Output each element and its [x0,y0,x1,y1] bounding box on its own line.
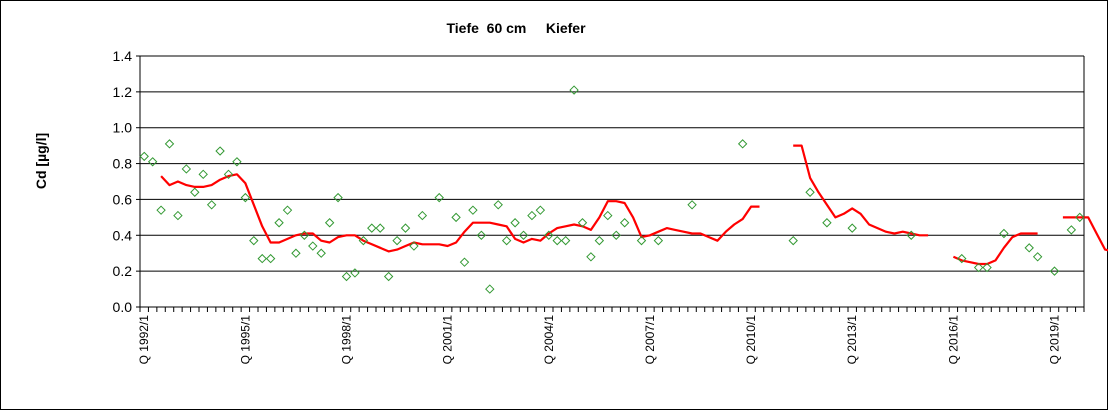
y-tick-label: 1.2 [113,84,133,100]
data-point-marker [586,252,596,262]
data-point-marker [358,235,369,246]
data-point-marker [265,253,276,264]
series-line-segment [160,173,760,253]
data-point-marker [291,248,301,258]
x-tick-label: Q 2013/1 [845,315,859,365]
data-point-marker [544,230,554,240]
data-point-marker [173,210,183,221]
data-point-marker [139,151,149,162]
data-point-marker [156,205,166,215]
series-line-segment [793,144,929,237]
y-tick-label: 1.0 [113,120,133,136]
plot-area [140,56,1084,307]
data-point-marker [249,235,259,246]
y-tick-label: 0.2 [113,263,133,279]
data-point-marker [1075,212,1085,223]
data-point-marker [1066,225,1077,235]
y-tick-label: 0.8 [113,156,133,172]
data-point-marker [957,253,967,264]
data-point-marker [299,230,310,240]
data-point-marker [594,235,605,246]
x-tick-label: Q 1998/1 [340,315,354,365]
data-point-marker [999,228,1009,239]
data-point-marker [1049,266,1060,276]
data-point-marker [324,218,335,228]
data-point-marker [603,210,613,221]
data-point-marker [535,205,546,215]
data-point-marker [375,223,385,233]
data-point-marker [569,85,579,95]
data-point-marker [232,157,242,167]
data-point-marker [333,192,343,203]
data-point-marker [552,235,562,246]
data-point-marker [257,253,267,264]
data-point-marker [847,223,857,233]
data-point-marker [215,146,225,156]
data-point-marker [181,164,192,174]
x-tick-label: Q 1995/1 [238,315,252,365]
data-point-marker [206,200,217,210]
series-line-segment [952,232,1038,266]
data-point-marker [982,262,992,273]
data-point-marker [392,235,402,246]
data-point-marker [274,218,284,228]
data-point-marker [636,235,647,246]
data-point-marker [510,218,520,228]
data-point-marker [687,200,697,210]
data-point-marker [409,241,419,251]
data-point-marker [451,212,461,223]
data-point-marker [190,187,200,197]
data-point-marker [737,139,748,149]
data-point-marker [1024,243,1034,253]
data-point-marker [198,169,208,180]
data-point-marker [383,271,394,282]
data-point-marker [240,192,251,203]
y-tick-label: 0.4 [113,227,133,243]
data-point-marker [367,223,377,233]
data-point-marker [434,192,444,203]
data-point-marker [341,271,352,282]
y-tick-label: 0.0 [113,299,133,315]
data-point-marker [822,218,832,228]
data-point-marker [1032,252,1043,262]
data-point-marker [350,268,360,278]
data-point-marker [611,230,621,240]
data-point-marker [560,235,571,246]
data-point-marker [417,210,428,221]
x-tick-label: Q 2010/1 [744,315,758,365]
data-point-marker [788,235,798,246]
data-point-marker [468,205,478,215]
x-tick-label: Q 1992/1 [137,315,151,365]
data-point-marker [501,235,512,246]
data-point-marker [223,169,234,180]
data-point-marker [518,230,529,240]
y-tick-label: 0.6 [113,191,133,207]
x-tick-label: Q 2016/1 [946,315,960,365]
data-point-marker [147,157,158,167]
data-point-marker [653,235,664,246]
y-tick-label: 1.4 [113,48,133,64]
chart-title: Tiefe 60 cm Kiefer [446,20,586,36]
x-tick-label: Q 2004/1 [542,315,556,365]
data-point-marker [527,210,537,221]
data-point-marker [973,262,984,273]
data-point-marker [577,218,588,228]
data-point-marker [906,230,916,240]
x-tick-label: Q 2001/1 [441,315,455,365]
data-point-marker [282,205,293,215]
data-point-marker [485,284,495,294]
data-point-marker [400,223,411,233]
data-point-marker [476,230,487,240]
data-point-marker [316,248,326,258]
data-point-marker [493,200,503,210]
x-tick-label: Q 2019/1 [1048,315,1062,365]
data-point-marker [308,241,318,251]
data-point-marker [164,139,175,149]
data-point-marker [459,257,470,267]
x-tick-label: Q 2007/1 [643,315,657,365]
data-point-marker [619,218,630,228]
data-point-marker [805,187,815,197]
